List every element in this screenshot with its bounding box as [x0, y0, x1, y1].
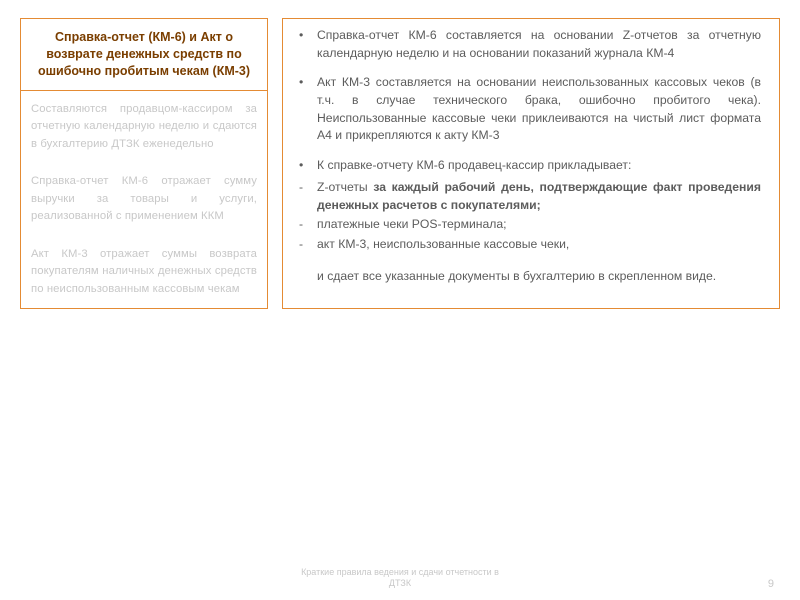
right-trailing: и сдает все указанные документы в бухгал…: [297, 268, 765, 286]
right-item-text-4: платежные чеки POS-терминала;: [317, 216, 761, 234]
right-item-text-3: Z-отчеты за каждый рабочий день, подтвер…: [317, 179, 761, 214]
page-number: 9: [768, 578, 774, 590]
footer-text: Краткие правила ведения и сдачи отчетнос…: [300, 567, 500, 590]
right-item-1: Акт КМ-3 составляется на основании неисп…: [297, 74, 765, 145]
right-item-4: платежные чеки POS-терминала;: [297, 216, 765, 234]
left-title: Справка-отчет (КМ-6) и Акт о возврате де…: [21, 19, 267, 91]
slide: Справка-отчет (КМ-6) и Акт о возврате де…: [0, 0, 800, 309]
right-item-text-0: Справка-отчет КМ-6 составляется на основ…: [317, 27, 761, 62]
left-block-2: Справка-отчет КМ-6 отражает сумму выручк…: [21, 163, 267, 236]
left-block-3: Акт КМ-3 отражает суммы возврата покупат…: [21, 236, 267, 309]
right-item-text-2: К справке-отчету КМ-6 продавец-кассир пр…: [317, 157, 761, 175]
footer: Краткие правила ведения и сдачи отчетнос…: [0, 567, 800, 590]
right-column: Справка-отчет КМ-6 составляется на основ…: [282, 18, 780, 309]
left-column: Справка-отчет (КМ-6) и Акт о возврате де…: [20, 18, 268, 309]
right-item-text-1: Акт КМ-3 составляется на основании неисп…: [317, 74, 761, 145]
right-item-text-5: акт КМ-3, неиспользованные кассовые чеки…: [317, 236, 761, 254]
left-block-1: Составляются продавцом-кассиром за отчет…: [21, 91, 267, 164]
right-item-3: Z-отчеты за каждый рабочий день, подтвер…: [297, 179, 765, 214]
right-item-2: К справке-отчету КМ-6 продавец-кассир пр…: [297, 157, 765, 175]
right-list: Справка-отчет КМ-6 составляется на основ…: [297, 27, 765, 254]
right-item-0: Справка-отчет КМ-6 составляется на основ…: [297, 27, 765, 62]
right-item-5: акт КМ-3, неиспользованные кассовые чеки…: [297, 236, 765, 254]
